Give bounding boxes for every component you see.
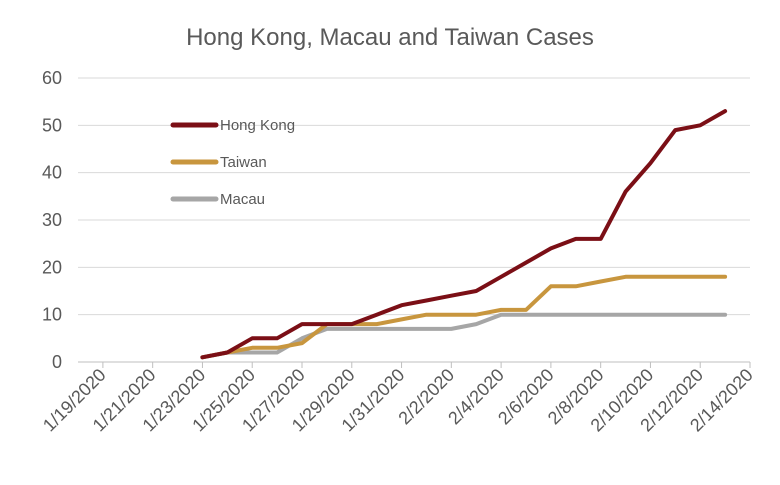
y-tick-label: 40 (42, 163, 62, 183)
series-lines (200, 109, 728, 360)
y-tick-label: 50 (42, 115, 62, 135)
axes: 01020304050601/19/20201/21/20201/23/2020… (39, 68, 757, 435)
series-line-taiwan (200, 274, 728, 360)
legend-label-hong-kong: Hong Kong (220, 117, 295, 134)
y-tick-label: 10 (42, 305, 62, 325)
series-line-hong-kong (200, 109, 728, 360)
legend: Hong Kong Taiwan Macau (170, 117, 295, 208)
legend-label-taiwan: Taiwan (220, 154, 267, 171)
y-tick-label: 60 (42, 68, 62, 88)
chart-title: Hong Kong, Macau and Taiwan Cases (186, 24, 594, 51)
y-tick-label: 20 (42, 257, 62, 277)
y-tick-label: 0 (52, 352, 62, 372)
gridlines (78, 77, 750, 316)
legend-label-macau: Macau (220, 191, 265, 208)
y-tick-label: 30 (42, 210, 62, 230)
